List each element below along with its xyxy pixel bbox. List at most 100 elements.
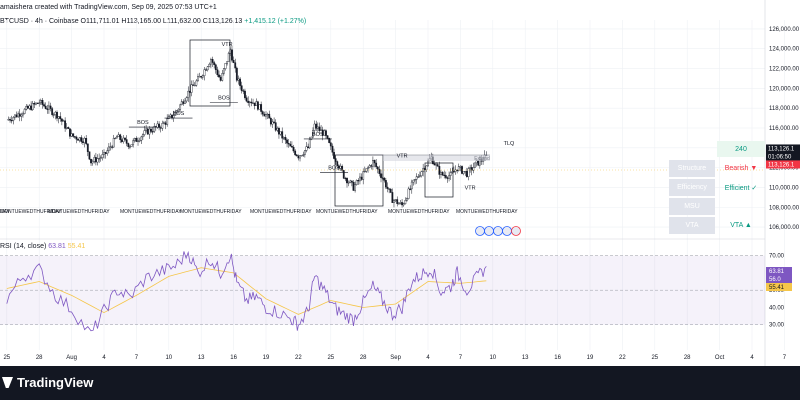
event-icons[interactable] <box>475 226 521 236</box>
candle-body <box>140 136 143 141</box>
candle-body <box>203 69 206 76</box>
candle-body <box>174 112 177 116</box>
candle-body <box>193 85 196 87</box>
timeframe-value: 240 <box>735 145 747 153</box>
candle-body <box>9 119 11 121</box>
candle-body <box>38 102 41 104</box>
candle-body <box>219 76 222 81</box>
rsi-line <box>6 250 487 332</box>
candle-body <box>308 139 311 148</box>
x-tick-label: 4 <box>102 355 106 361</box>
rsi-tick-label: 40.00 <box>769 305 785 311</box>
rsi-ma-line <box>6 267 487 315</box>
candle-body <box>153 126 156 132</box>
candle-body <box>195 80 198 86</box>
x-tick-label: 28 <box>684 355 691 361</box>
candle-body <box>266 113 269 116</box>
candle-body <box>13 114 16 118</box>
rsi-name[interactable]: RSI (14, close) <box>0 243 47 250</box>
candle-body <box>226 61 229 64</box>
candle-body <box>401 202 403 206</box>
candle-body <box>158 123 160 128</box>
candle-body <box>67 127 70 129</box>
candle-body <box>35 102 37 105</box>
time-axis[interactable]: 25 28 Aug 4 7 10 13 16 19 22 25 28 Sep 4 7 10 13 16 19 22 25… <box>3 355 786 361</box>
candle-body <box>462 171 465 174</box>
ohlc-values: O111,711.01 H113,165.00 L111,632.00 C113… <box>80 18 243 25</box>
x-tick-label: Oct <box>715 355 725 361</box>
candle-body <box>357 180 360 182</box>
candle-body <box>116 136 118 139</box>
candle-body <box>48 105 50 110</box>
candle-body <box>205 69 207 71</box>
candle-body <box>180 101 183 106</box>
price-tick-label: 112,000.00 <box>769 166 799 172</box>
candle-body <box>263 113 266 117</box>
candle-body <box>459 166 462 168</box>
candle-body <box>104 152 107 154</box>
candle-body <box>148 128 151 135</box>
candle-body <box>33 103 36 105</box>
candle-body <box>119 134 122 140</box>
x-tick-label: 19 <box>263 355 270 361</box>
candle-body <box>281 131 284 139</box>
candle-body <box>299 155 301 159</box>
candle-body <box>333 152 335 159</box>
candle-body <box>300 155 303 157</box>
rsi-ma-badge-text: 55.41 <box>769 285 785 291</box>
candle-body <box>237 78 240 81</box>
candle-body <box>457 166 460 171</box>
rsi-ma-badge <box>766 283 792 291</box>
us-flag-icon-5 <box>511 226 521 236</box>
candle-body <box>336 161 339 166</box>
candle-body <box>260 104 263 112</box>
vtr-zone-box-1 <box>189 39 231 107</box>
candle-body <box>52 114 55 116</box>
candle-body <box>359 176 361 182</box>
candle-body <box>386 186 389 189</box>
candle-body <box>407 188 410 199</box>
candle-body <box>25 106 28 110</box>
annotation-tlq: TLQ <box>504 141 515 147</box>
candle-body <box>78 137 81 141</box>
candle-body <box>414 179 416 181</box>
candle-body <box>206 66 209 71</box>
candle-body <box>384 180 387 188</box>
candle-body <box>20 114 23 117</box>
candle-body <box>164 122 167 125</box>
candle-body <box>127 143 130 147</box>
candle-body <box>441 172 444 176</box>
x-tick-label: 28 <box>36 355 43 361</box>
candle-body <box>83 138 86 143</box>
candle-body <box>51 108 54 115</box>
candle-body <box>312 130 314 138</box>
candle-body <box>474 162 476 168</box>
candle-body <box>310 136 313 140</box>
candle-body <box>163 122 165 124</box>
candle-body <box>232 60 235 63</box>
candle-body <box>391 192 394 203</box>
candle-body <box>276 127 279 131</box>
candle-body <box>350 180 353 183</box>
price-axis[interactable]: 106,000.00 108,000.00 110,000.00 112,000.00… <box>764 0 800 366</box>
weekday-strip: MONTUEWEDTHUFRIDAY <box>250 209 312 215</box>
candle-body <box>402 203 405 206</box>
candle-body <box>305 146 308 151</box>
x-tick-label: 25 <box>327 355 334 361</box>
x-tick-label: 10 <box>165 355 172 361</box>
x-tick-label: 25 <box>651 355 658 361</box>
current-price-value: 113,126.1 <box>768 146 795 152</box>
candle-body <box>253 102 256 106</box>
weekday-strip: MONTUEWEDTHUFRIDAY <box>48 209 110 215</box>
x-tick-label: Sep <box>390 355 401 361</box>
candle-body <box>167 116 170 119</box>
candle-body <box>257 101 259 110</box>
tradingview-logo[interactable]: TradingView <box>2 375 93 390</box>
candle-body <box>323 130 326 136</box>
candle-body <box>26 106 29 109</box>
candle-body <box>192 84 194 86</box>
rsi-mid-badge-text: 56.0 <box>769 277 781 283</box>
candle-body <box>269 118 272 125</box>
second-price-value: 113,126.1 <box>768 162 795 168</box>
